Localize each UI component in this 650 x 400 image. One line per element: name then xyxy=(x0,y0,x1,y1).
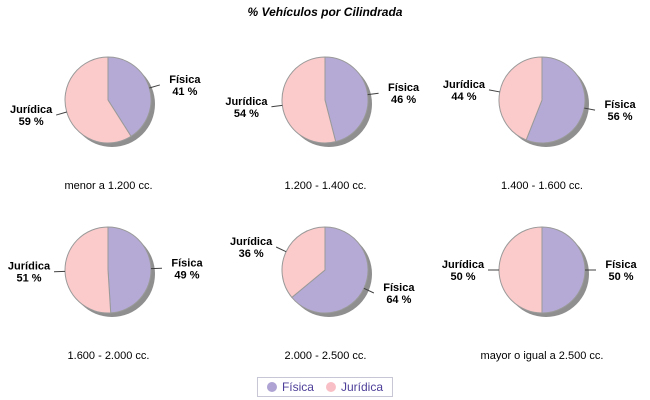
fisica-swatch-icon xyxy=(266,382,277,392)
pie-chart-2: Física 46 % Jurídica 54 % xyxy=(225,56,420,147)
juridica-swatch-icon xyxy=(325,382,336,392)
legend-label-juridica: Jurídica xyxy=(340,380,384,394)
category-label-6: mayor o igual a 2.500 cc. xyxy=(480,350,604,362)
pie-slice-fisica xyxy=(291,226,369,314)
slice-label-juridica: Jurídica 54 % xyxy=(225,96,268,120)
category-label-3: 1.400 - 1.600 cc. xyxy=(501,180,583,192)
category-label-5: 2.000 - 2.500 cc. xyxy=(284,350,367,362)
pie-cell-6: Física 50 % Jurídica 50 % mayor o igual a 2… xyxy=(434,200,650,370)
legend-item-fisica: Física xyxy=(266,380,314,394)
pie-cell-3: Física 56 % Jurídica 44 % 1.400 - 1.600 cc. xyxy=(434,30,650,200)
slice-label-fisica: Física 49 % xyxy=(171,257,203,281)
label-callout-line xyxy=(584,107,596,111)
slice-label-fisica: Física 56 % xyxy=(604,99,636,123)
pie-chart-6: Física 50 % Jurídica 50 % xyxy=(442,226,637,317)
legend: Física Jurídica xyxy=(256,377,394,397)
pie-slice-fisica xyxy=(107,226,152,314)
pie-slice-juridica xyxy=(281,56,337,144)
slice-label-juridica: Jurídica 36 % xyxy=(230,236,273,260)
pie-slice-juridica xyxy=(498,226,543,314)
slice-label-juridica: Jurídica 59 % xyxy=(10,104,53,128)
pie-slice-juridica xyxy=(64,56,132,144)
slice-label-fisica: Física 41 % xyxy=(169,74,201,98)
pie-chart-1: Física 41 % Jurídica 59 % xyxy=(10,56,201,147)
pie-chart-4: Física 49 % Jurídica 51 % xyxy=(8,226,203,317)
category-label-1: menor a 1.200 cc. xyxy=(64,180,153,192)
slice-label-fisica: Física 50 % xyxy=(605,259,637,283)
slice-label-juridica: Jurídica 44 % xyxy=(443,79,486,103)
legend-label-fisica: Física xyxy=(281,380,314,394)
pie-slice-juridica xyxy=(64,226,112,314)
pie-slice-fisica xyxy=(541,226,586,314)
pie-grid: Física 41 % Jurídica 59 % menor a 1.200 cc.… xyxy=(0,30,650,370)
label-callout-line xyxy=(367,92,379,96)
slice-label-fisica: Física 46 % xyxy=(388,82,420,106)
pie-cell-1: Física 41 % Jurídica 59 % menor a 1.200 cc. xyxy=(0,30,217,200)
pie-slice-fisica xyxy=(324,56,369,143)
label-callout-line xyxy=(149,84,160,89)
pie-chart-3: Física 56 % Jurídica 44 % xyxy=(443,56,637,147)
category-label-2: 1.200 - 1.400 cc. xyxy=(284,180,367,192)
slice-label-juridica: Jurídica 50 % xyxy=(442,259,485,283)
chart-title: % Vehículos por Cilindrada xyxy=(247,5,403,19)
label-callout-line xyxy=(275,246,287,253)
slice-label-fisica: Física 64 % xyxy=(383,282,415,306)
category-label-4: 1.600 - 2.000 cc. xyxy=(67,350,150,362)
label-callout-line xyxy=(363,287,375,294)
label-callout-line xyxy=(271,104,283,108)
legend-item-juridica: Jurídica xyxy=(325,380,384,394)
pie-chart-5: Física 64 % Jurídica 36 % xyxy=(230,226,415,317)
pie-cell-4: Física 49 % Jurídica 51 % 1.600 - 2.000 cc. xyxy=(0,200,217,370)
pie-slice-juridica xyxy=(498,56,543,141)
pie-cell-5: Física 64 % Jurídica 36 % 2.000 - 2.500 cc. xyxy=(217,200,434,370)
label-callout-line xyxy=(488,89,500,93)
slice-label-juridica: Jurídica 51 % xyxy=(8,261,51,285)
pie-cell-2: Física 46 % Jurídica 54 % 1.200 - 1.400 cc. xyxy=(217,30,434,200)
label-callout-line xyxy=(56,111,67,116)
